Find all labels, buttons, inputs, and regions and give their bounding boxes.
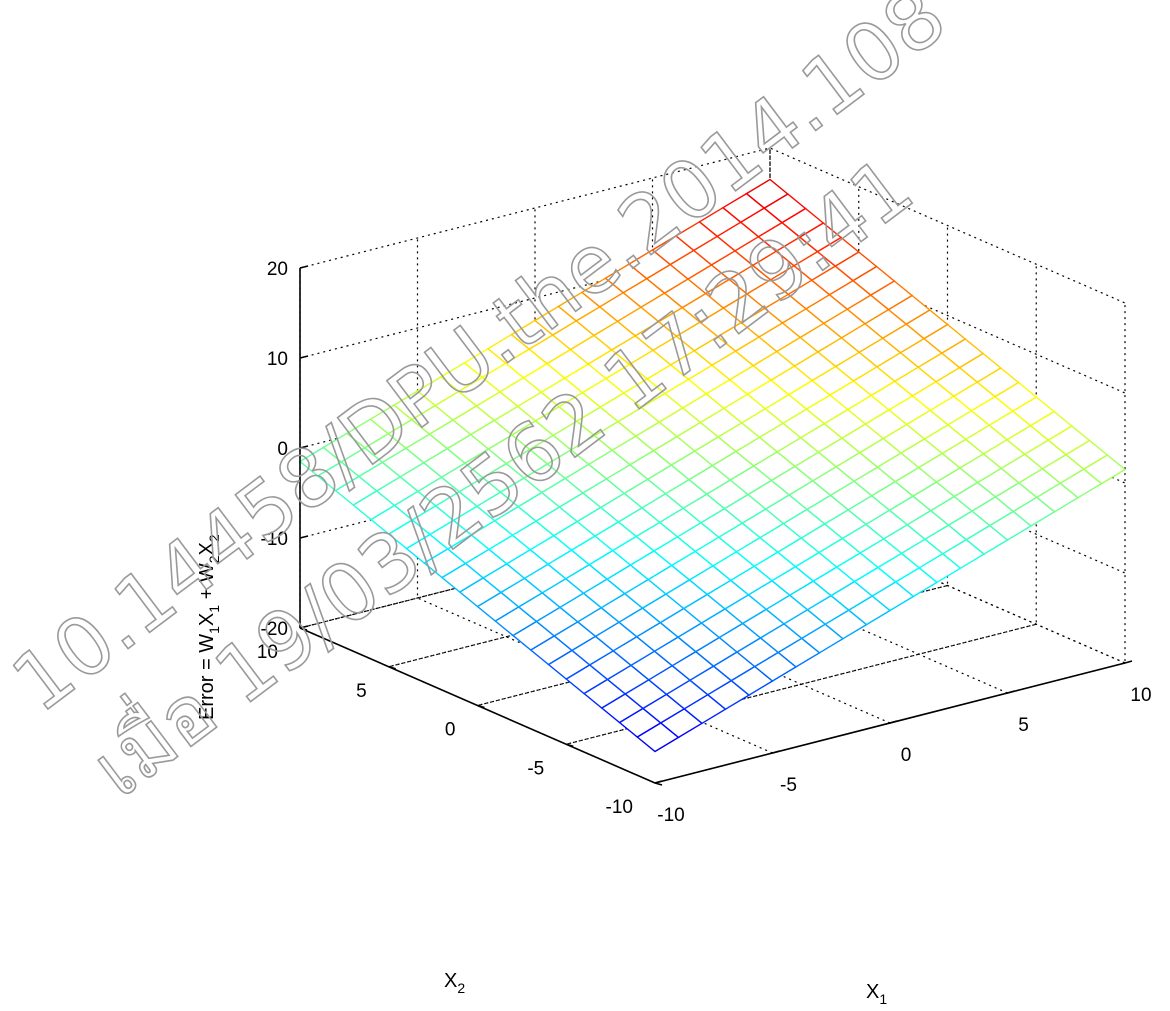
x2-tick-label: 10 xyxy=(257,642,278,663)
x2-tick-label: 0 xyxy=(445,720,456,741)
x1-tick xyxy=(889,720,898,724)
gridline-x2 xyxy=(566,264,1037,745)
x2-tick-label: -5 xyxy=(527,758,544,779)
x1-tick-label: -5 xyxy=(780,775,797,796)
z-tick xyxy=(299,625,309,629)
x1-tick-label: 10 xyxy=(1130,685,1151,706)
z-tick-label: 0 xyxy=(277,439,288,460)
x2-tick xyxy=(566,743,574,747)
z-axis-label: Error = W1X1 + W2X2 xyxy=(196,534,222,720)
x1-tick xyxy=(1124,660,1133,664)
z-tick-label: 10 xyxy=(267,349,288,370)
z-tick xyxy=(299,535,309,539)
axes-lines xyxy=(299,265,1133,786)
x1-tick xyxy=(772,750,780,754)
x1-tick-label: 0 xyxy=(901,745,912,766)
x2-tick xyxy=(388,666,396,670)
x2-tick-label: -10 xyxy=(606,797,633,818)
z-tick xyxy=(299,265,309,269)
x2-tick xyxy=(477,704,485,709)
x1-axis-label: X1 xyxy=(866,981,887,1007)
x2-tick xyxy=(654,782,663,786)
z-tick-label: 20 xyxy=(267,259,288,280)
z-tick xyxy=(299,355,309,359)
x2-axis-label: X2 xyxy=(444,970,465,996)
x2-tick-label: 5 xyxy=(356,681,367,702)
surface-mesh xyxy=(298,178,1127,753)
x1-tick-label: -10 xyxy=(657,805,684,826)
z-tick-label: -10 xyxy=(261,529,288,550)
z-tick xyxy=(299,445,309,449)
surface-cell xyxy=(745,178,789,209)
z-tick-label: -20 xyxy=(261,619,288,640)
x1-tick-label: 5 xyxy=(1018,715,1029,736)
x1-tick xyxy=(1007,690,1015,694)
